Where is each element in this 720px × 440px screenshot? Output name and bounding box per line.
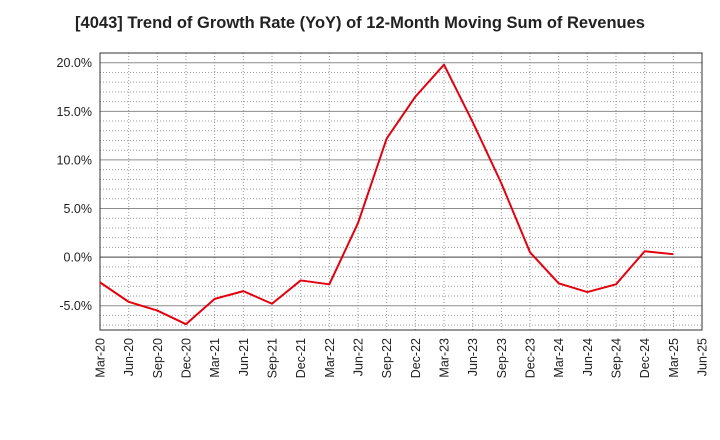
y-tick-label: -5.0%: [59, 299, 92, 313]
x-tick-label: Sep-22: [380, 338, 394, 378]
x-tick-label: Jun-21: [237, 338, 251, 376]
chart-title: [4043] Trend of Growth Rate (YoY) of 12-…: [75, 14, 645, 32]
x-tick-label: Sep-23: [495, 338, 509, 378]
x-tick-label: Jun-25: [696, 338, 710, 376]
y-tick-label: 0.0%: [64, 251, 93, 265]
plot-area: [100, 53, 702, 330]
x-tick-label: Mar-24: [552, 338, 566, 378]
x-tick-label: Jun-20: [122, 338, 136, 376]
x-tick-label: Sep-20: [151, 338, 165, 378]
x-tick-label: Dec-20: [180, 338, 194, 378]
x-tick-label: Mar-20: [94, 338, 108, 378]
x-tick-label: Sep-24: [610, 338, 624, 378]
x-tick-label: Mar-22: [323, 338, 337, 378]
x-tick-label: Jun-22: [352, 338, 366, 376]
x-tick-label: Dec-24: [638, 338, 652, 378]
x-tick-label: Dec-21: [294, 338, 308, 378]
x-tick-label: Dec-23: [524, 338, 538, 378]
series-line: [99, 63, 674, 326]
y-tick-label: 15.0%: [57, 105, 92, 119]
x-tick-label: Mar-21: [208, 338, 222, 378]
y-tick-label: 10.0%: [57, 153, 92, 167]
x-tick-label: Dec-22: [409, 338, 423, 378]
y-tick-label: 5.0%: [64, 202, 93, 216]
x-tick-label: Mar-25: [667, 338, 681, 378]
x-tick-label: Mar-23: [438, 338, 452, 378]
x-tick-label: Jun-23: [466, 338, 480, 376]
x-tick-label: Sep-21: [266, 338, 280, 378]
x-tick-label: Jun-24: [581, 338, 595, 376]
plot-frame: [99, 52, 703, 331]
y-tick-label: 20.0%: [57, 56, 92, 70]
